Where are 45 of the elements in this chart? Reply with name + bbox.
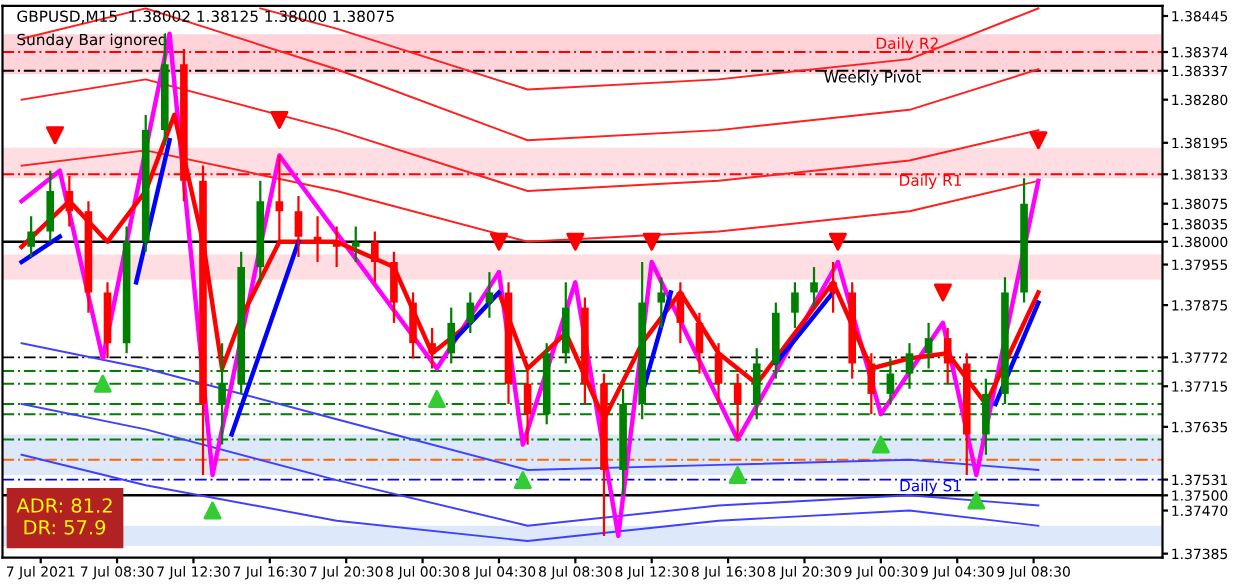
- point: [270, 110, 289, 129]
- candlestick: [351, 225, 360, 264]
- point: [871, 435, 890, 454]
- line-series: [259, 7, 1040, 91]
- point: [967, 491, 986, 510]
- point: [513, 471, 532, 490]
- point: [933, 283, 952, 302]
- point: [46, 126, 65, 145]
- candlestick: [561, 281, 570, 365]
- candlestick: [409, 291, 417, 360]
- candlestick: [447, 306, 456, 365]
- candlestick: [46, 169, 55, 243]
- candlestick: [485, 271, 494, 319]
- line-series: [19, 31, 1041, 539]
- point: [566, 232, 585, 251]
- candlestick: [695, 311, 704, 375]
- candlestick: [943, 326, 952, 385]
- candlestick: [466, 291, 475, 335]
- point: [203, 501, 222, 520]
- candlestick: [371, 230, 379, 284]
- point: [728, 466, 747, 485]
- candlestick: [27, 215, 35, 259]
- candlestick: [313, 215, 322, 264]
- annotation: ADR: 81.2: [16, 498, 112, 513]
- candlestick: [676, 281, 685, 345]
- point: [642, 232, 661, 251]
- line-series: [20, 7, 1040, 142]
- annotation: DR: 57.9: [24, 519, 106, 535]
- point: [489, 232, 508, 251]
- candlestick: [791, 281, 799, 330]
- point: [1029, 131, 1048, 150]
- candlestick: [428, 326, 436, 370]
- line-series: [20, 453, 1040, 542]
- candlestick: [657, 276, 666, 330]
- candlestick: [810, 265, 818, 309]
- candlestick: [332, 225, 341, 269]
- candlestick: [714, 342, 723, 406]
- candlestick: [867, 352, 876, 416]
- candlestick: [294, 194, 303, 259]
- point: [93, 374, 112, 393]
- line-series: [20, 149, 1040, 243]
- point: [427, 389, 446, 408]
- point: [828, 232, 847, 251]
- candlestick: [390, 250, 398, 324]
- candlestick: [829, 260, 837, 314]
